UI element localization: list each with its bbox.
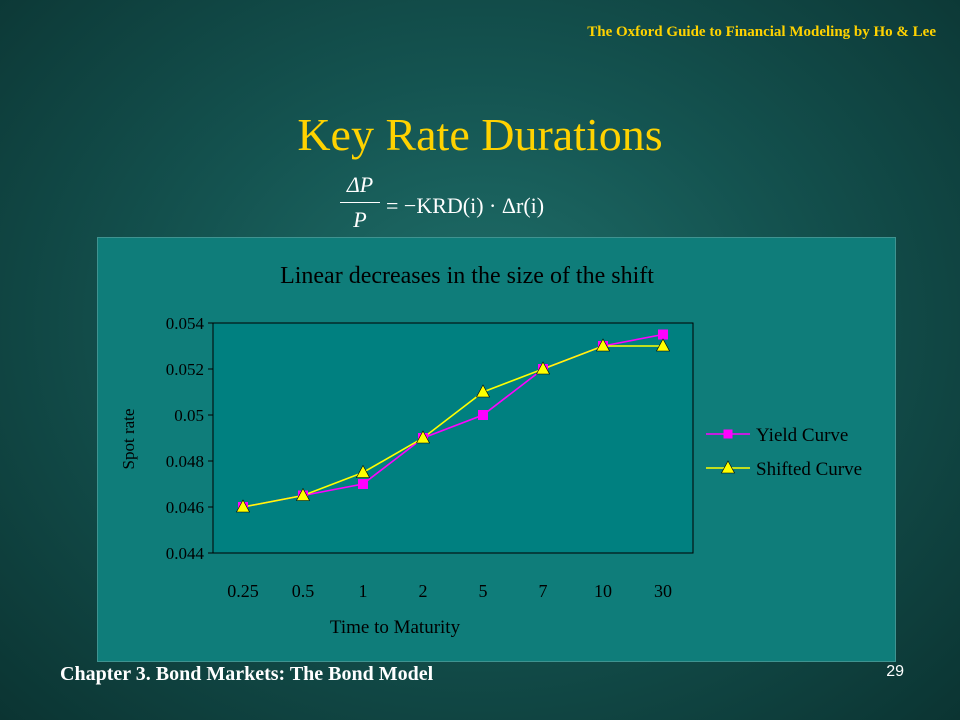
x-tick-label: 5 <box>479 581 488 601</box>
formula-rhs: = −KRD(i) · Δr(i) <box>386 193 545 218</box>
shifted-curve-point <box>475 384 491 398</box>
shifted-curve-point <box>595 338 611 352</box>
shifted-curve-point <box>235 499 251 513</box>
y-tick-label: 0.05 <box>174 406 204 425</box>
fraction-bar <box>340 202 380 203</box>
chapter-footer: Chapter 3. Bond Markets: The Bond Model <box>60 663 434 685</box>
krd-formula: ΔP P = −KRD(i) · Δr(i) <box>340 172 600 238</box>
yield-curve-point <box>358 479 368 489</box>
formula-denominator: P <box>353 207 367 232</box>
x-tick-label: 10 <box>594 581 612 601</box>
y-axis-label: Spot rate <box>119 409 138 470</box>
x-tick-label: 0.5 <box>292 581 315 601</box>
shifted-curve-point <box>295 487 311 501</box>
chart-title: Linear decreases in the size of the shif… <box>280 263 654 289</box>
y-tick-label: 0.046 <box>166 498 204 517</box>
y-tick-label: 0.052 <box>166 360 204 379</box>
legend-label: Shifted Curve <box>756 459 862 480</box>
plot-area <box>212 322 694 554</box>
legend-marker-triangle <box>720 460 736 474</box>
legend-marker-square <box>723 429 733 439</box>
formula-fraction: ΔP P <box>340 172 380 233</box>
y-tick-label: 0.054 <box>166 314 205 333</box>
shifted-curve-point <box>415 430 431 444</box>
slide-title: Key Rate Durations <box>297 109 663 160</box>
line-chart: Linear decreases in the size of the shif… <box>119 263 862 638</box>
yield-curve-point <box>478 410 488 420</box>
page-number: 29 <box>886 663 904 680</box>
x-tick-label: 2 <box>419 581 428 601</box>
x-tick-label: 30 <box>654 581 672 601</box>
legend-label: Yield Curve <box>756 425 848 446</box>
formula-numerator: ΔP <box>346 172 374 197</box>
x-tick-label: 1 <box>359 581 368 601</box>
x-tick-label: 0.25 <box>227 581 259 601</box>
book-header: The Oxford Guide to Financial Modeling b… <box>587 24 936 40</box>
x-tick-label: 7 <box>539 581 548 601</box>
series-line-shifted-curve <box>242 345 663 508</box>
y-tick-label: 0.048 <box>166 452 204 471</box>
shifted-curve-point <box>655 338 671 352</box>
y-tick-label: 0.044 <box>166 544 205 563</box>
yield-curve-point <box>658 329 668 340</box>
shifted-curve-point <box>355 464 371 478</box>
chart-panel: Linear decreases in the size of the shif… <box>97 237 896 662</box>
shifted-curve-point <box>535 361 551 375</box>
x-axis-label: Time to Maturity <box>330 617 461 638</box>
